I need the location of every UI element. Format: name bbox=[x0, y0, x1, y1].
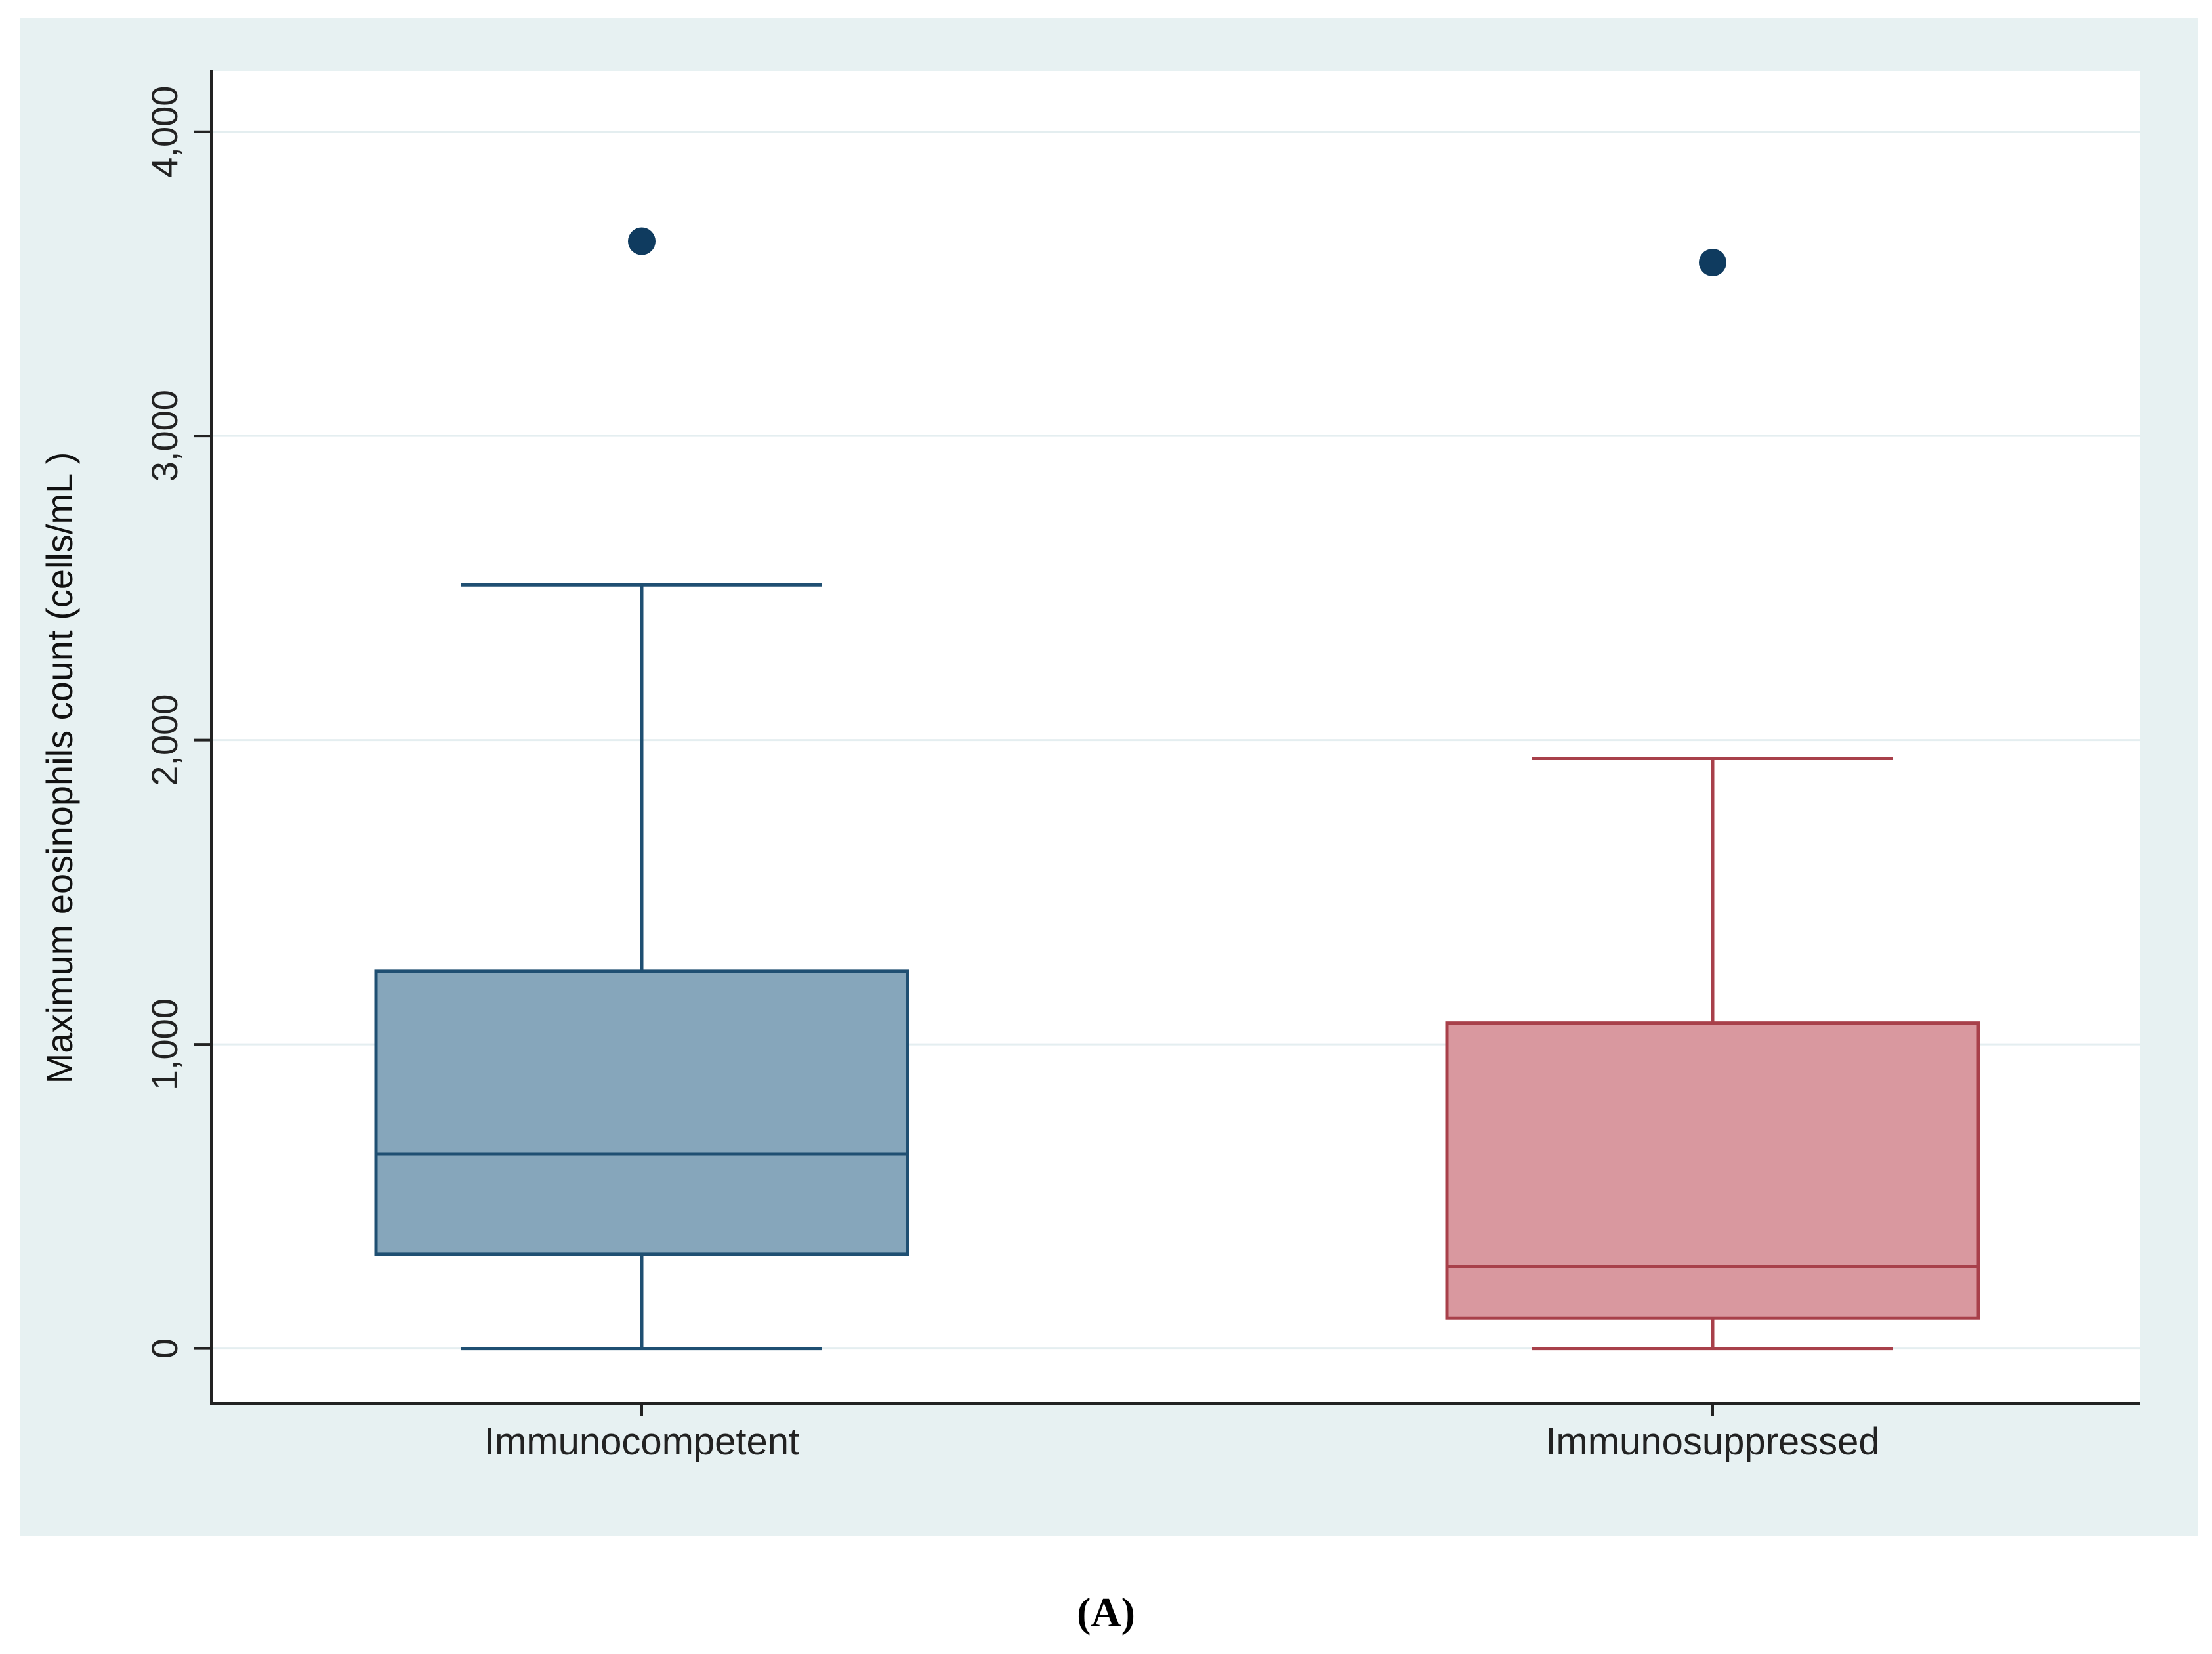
axes bbox=[210, 70, 2140, 1405]
y-tick-label-1000: 1,000 bbox=[144, 998, 185, 1090]
box-immunocompetent bbox=[374, 227, 909, 1351]
x-tick-label-immunosuppressed: Immunosuppressed bbox=[1545, 1420, 1879, 1463]
iqr-box bbox=[1445, 1021, 1980, 1320]
iqr-box bbox=[374, 969, 909, 1256]
outlier-point-0 bbox=[1699, 248, 1726, 276]
y-ticks: 0 1,000 2,000 3,000 4,000 bbox=[144, 86, 211, 1359]
y-tick-label-4000: 4,000 bbox=[144, 86, 185, 178]
x-tick-labels: Immunocompetent Immunosuppressed bbox=[484, 1403, 1880, 1463]
box-immunosuppressed bbox=[1445, 248, 1980, 1351]
boxes bbox=[374, 227, 1980, 1351]
outlier-point-0 bbox=[628, 227, 656, 255]
y-tick-label-3000: 3,000 bbox=[144, 390, 185, 482]
y-axis-title: Maximum eosinophils count (cells/mL ) bbox=[39, 452, 80, 1084]
figure-caption: (A) bbox=[1077, 1589, 1135, 1636]
y-tick-label-0: 0 bbox=[144, 1338, 185, 1359]
y-tick-label-2000: 2,000 bbox=[144, 694, 185, 786]
x-tick-label-immunocompetent: Immunocompetent bbox=[484, 1420, 799, 1463]
